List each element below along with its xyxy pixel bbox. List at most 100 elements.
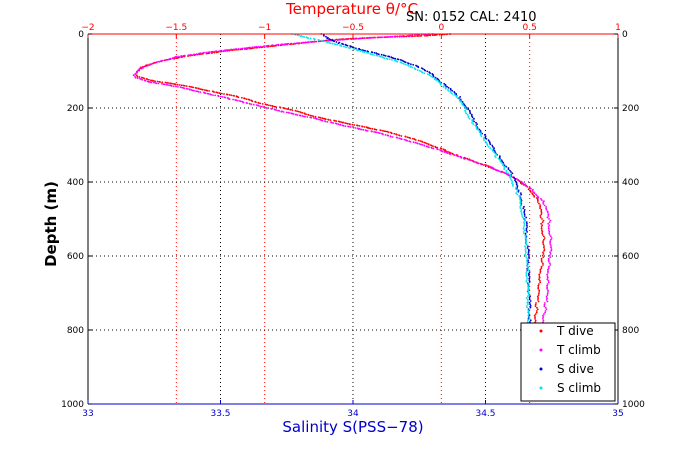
- data-point: [548, 221, 551, 224]
- data-point: [388, 58, 391, 61]
- data-point: [550, 248, 553, 251]
- data-point: [210, 50, 213, 53]
- data-point: [549, 264, 552, 266]
- data-point: [346, 122, 349, 125]
- data-point: [432, 145, 434, 148]
- data-point: [409, 137, 412, 140]
- data-point: [154, 62, 157, 64]
- data-point: [525, 279, 528, 281]
- data-point: [474, 124, 477, 127]
- data-point: [483, 139, 485, 142]
- data-point: [453, 94, 456, 96]
- data-point: [241, 96, 243, 99]
- data-point: [537, 286, 540, 289]
- data-point: [349, 126, 352, 128]
- data-point: [363, 51, 366, 54]
- data-point: [523, 222, 526, 225]
- data-point: [224, 96, 227, 99]
- data-point: [398, 35, 401, 38]
- data-point: [180, 55, 182, 58]
- data-point: [192, 53, 195, 56]
- data-point: [525, 227, 528, 230]
- data-point: [518, 196, 521, 199]
- data-point: [453, 92, 456, 94]
- data-point: [531, 193, 534, 196]
- data-point: [546, 286, 548, 289]
- data-point: [334, 43, 337, 46]
- data-point: [547, 222, 550, 225]
- data-point: [507, 172, 510, 175]
- data-point: [340, 121, 343, 123]
- data-point: [406, 136, 409, 139]
- data-point: [257, 102, 260, 104]
- data-point: [414, 34, 416, 37]
- data-point: [172, 82, 174, 85]
- data-point: [339, 44, 341, 47]
- data-point: [348, 47, 351, 50]
- data-point: [516, 193, 519, 196]
- data-point: [412, 137, 414, 140]
- data-point: [548, 265, 550, 268]
- data-point: [362, 50, 364, 53]
- data-point: [468, 117, 471, 120]
- data-point: [533, 192, 536, 195]
- data-point: [233, 95, 236, 97]
- data-point: [526, 264, 528, 267]
- data-point: [309, 41, 312, 43]
- data-point: [525, 280, 528, 283]
- data-point: [140, 67, 143, 70]
- data-point: [170, 85, 173, 87]
- data-point: [542, 203, 545, 205]
- data-point: [546, 287, 548, 290]
- data-point: [314, 117, 317, 120]
- data-point: [473, 117, 475, 120]
- data-point: [548, 224, 551, 227]
- data-point: [292, 113, 295, 115]
- data-point: [433, 34, 436, 36]
- data-point: [546, 273, 548, 276]
- data-point: [138, 76, 141, 78]
- data-point: [536, 201, 539, 203]
- right-tick-label: 1000: [622, 400, 645, 410]
- data-point: [503, 165, 506, 168]
- data-point: [547, 289, 549, 292]
- data-point: [339, 124, 341, 126]
- right-tick-label: 400: [622, 178, 639, 188]
- data-point: [549, 243, 552, 246]
- data-point: [361, 49, 363, 51]
- data-point: [549, 251, 551, 254]
- data-point: [253, 46, 256, 48]
- data-point: [178, 55, 180, 58]
- data-point: [537, 294, 540, 296]
- data-point: [154, 80, 157, 83]
- data-point: [536, 306, 538, 309]
- data-point: [511, 182, 513, 185]
- data-point: [521, 213, 523, 216]
- data-point: [540, 210, 543, 213]
- data-point: [251, 46, 254, 49]
- data-point: [550, 245, 552, 247]
- data-point: [466, 113, 469, 116]
- data-point: [344, 125, 347, 127]
- data-point: [335, 122, 338, 125]
- data-point: [541, 254, 544, 257]
- data-point: [499, 157, 501, 160]
- data-point: [167, 58, 170, 61]
- data-point: [324, 118, 327, 121]
- data-point: [509, 169, 511, 172]
- data-point: [167, 82, 170, 84]
- data-point: [371, 36, 373, 39]
- data-point: [378, 53, 380, 56]
- data-point: [373, 131, 375, 133]
- data-point: [523, 215, 526, 217]
- data-point: [510, 171, 512, 173]
- data-point: [511, 176, 514, 179]
- data-point: [503, 167, 506, 169]
- data-point: [187, 88, 189, 90]
- data-point: [478, 128, 481, 131]
- data-point: [236, 99, 239, 102]
- top-tick-label: −0.5: [342, 23, 364, 33]
- data-point: [537, 199, 539, 202]
- data-point: [309, 114, 312, 117]
- data-point: [195, 53, 198, 55]
